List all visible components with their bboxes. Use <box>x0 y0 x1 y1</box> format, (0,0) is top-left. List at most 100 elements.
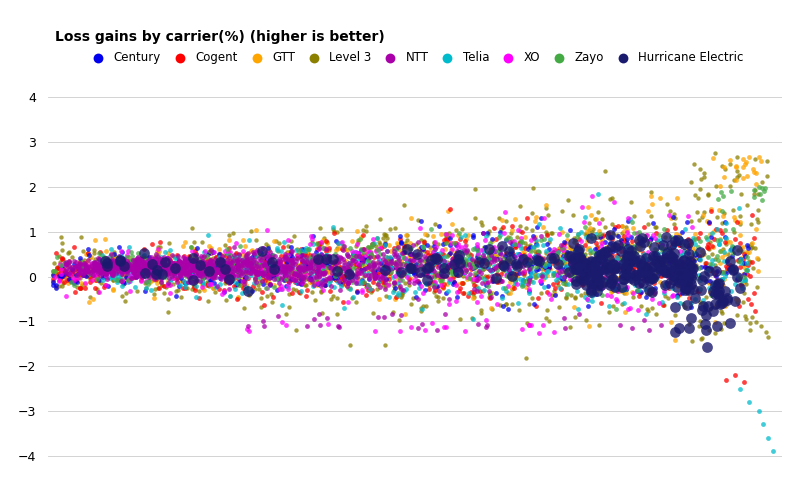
GTT <box>683 254 696 262</box>
Cogent <box>138 272 151 280</box>
Telia <box>138 272 151 280</box>
Century <box>444 242 456 249</box>
NTT <box>343 268 356 276</box>
Cogent <box>582 266 595 274</box>
GTT <box>517 278 530 286</box>
Level 3 <box>349 263 361 271</box>
Zayo <box>199 267 211 275</box>
Level 3 <box>579 316 592 324</box>
NTT <box>133 256 146 264</box>
NTT <box>173 261 186 269</box>
Level 3 <box>470 243 483 251</box>
Century <box>107 250 120 258</box>
GTT <box>670 230 682 238</box>
Cogent <box>184 261 197 269</box>
Cogent <box>357 231 369 239</box>
Zayo <box>227 258 240 266</box>
GTT <box>80 250 93 258</box>
Telia <box>121 278 134 286</box>
Level 3 <box>681 280 694 288</box>
Telia <box>689 249 702 257</box>
NTT <box>241 258 254 266</box>
Telia <box>368 239 381 247</box>
Telia <box>434 249 447 257</box>
NTT <box>69 263 81 271</box>
NTT <box>98 258 111 266</box>
Level 3 <box>575 290 587 298</box>
NTT <box>259 260 272 268</box>
GTT <box>618 266 631 274</box>
NTT <box>298 259 310 267</box>
Hurricane Electric <box>562 268 575 276</box>
Zayo <box>249 276 262 284</box>
NTT <box>215 270 227 278</box>
Cogent <box>637 249 650 257</box>
Zayo <box>156 260 169 268</box>
Cogent <box>221 264 234 272</box>
XO <box>514 235 527 243</box>
GTT <box>193 254 206 262</box>
XO <box>184 278 196 286</box>
GTT <box>354 254 366 262</box>
Telia <box>364 285 377 293</box>
Level 3 <box>650 310 662 318</box>
NTT <box>94 266 107 274</box>
NTT <box>296 278 309 286</box>
Century <box>380 264 393 272</box>
NTT <box>151 258 164 266</box>
Zayo <box>303 258 316 266</box>
Level 3 <box>539 314 552 322</box>
NTT <box>290 254 303 262</box>
Telia <box>454 233 467 241</box>
Hurricane Electric <box>685 314 697 322</box>
Century <box>424 267 437 275</box>
XO <box>459 243 472 250</box>
XO <box>195 255 207 263</box>
Zayo <box>365 240 378 248</box>
XO <box>668 266 681 274</box>
NTT <box>427 267 440 275</box>
Cogent <box>735 281 748 288</box>
Level 3 <box>723 254 736 262</box>
XO <box>501 283 514 290</box>
NTT <box>190 251 203 259</box>
Telia <box>278 238 290 246</box>
GTT <box>196 281 208 288</box>
GTT <box>333 244 346 252</box>
Cogent <box>177 277 190 285</box>
Cogent <box>670 292 683 300</box>
Hurricane Electric <box>665 266 678 274</box>
NTT <box>406 242 419 249</box>
NTT <box>433 288 446 295</box>
XO <box>352 259 365 267</box>
NTT <box>312 310 325 318</box>
GTT <box>282 249 294 257</box>
Telia <box>186 267 199 275</box>
Century <box>451 293 464 301</box>
Telia <box>753 407 765 415</box>
Telia <box>689 240 701 248</box>
Level 3 <box>106 255 119 263</box>
NTT <box>347 273 360 281</box>
Cogent <box>724 261 737 269</box>
NTT <box>314 259 327 267</box>
GTT <box>633 246 646 254</box>
GTT <box>635 275 648 283</box>
Cogent <box>246 266 259 274</box>
Telia <box>632 278 645 286</box>
Level 3 <box>233 262 246 270</box>
Cogent <box>275 252 287 260</box>
Zayo <box>126 258 139 266</box>
NTT <box>445 255 458 263</box>
Zayo <box>293 270 306 278</box>
Telia <box>170 264 183 272</box>
NTT <box>82 268 95 276</box>
Level 3 <box>526 226 539 234</box>
Zayo <box>756 196 768 204</box>
NTT <box>159 264 172 272</box>
Cogent <box>602 230 614 238</box>
Telia <box>625 244 638 251</box>
Telia <box>305 255 318 263</box>
NTT <box>183 254 196 262</box>
NTT <box>221 270 234 278</box>
